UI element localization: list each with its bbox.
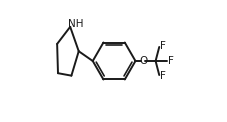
Text: F: F <box>160 41 166 51</box>
Text: F: F <box>160 71 166 81</box>
Text: O: O <box>139 56 148 66</box>
Text: NH: NH <box>68 19 83 29</box>
Text: F: F <box>168 56 174 66</box>
